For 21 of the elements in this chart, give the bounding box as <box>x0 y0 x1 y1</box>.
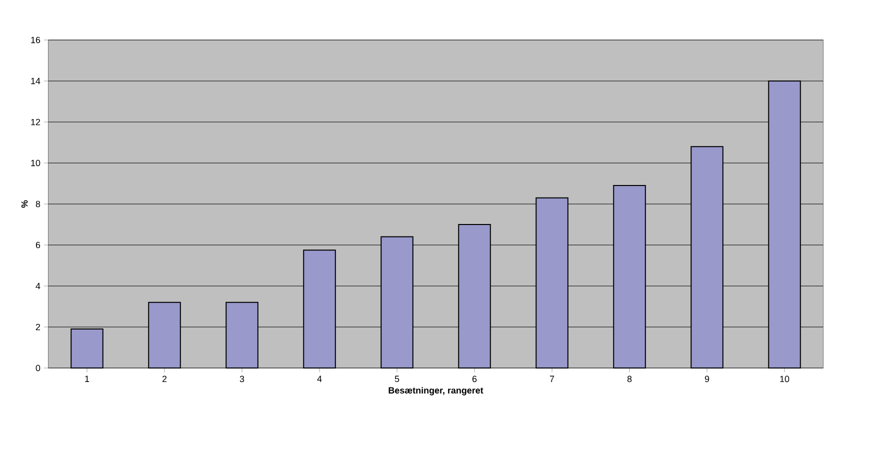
y-tick-label: 12 <box>31 118 40 126</box>
x-tick-label: 3 <box>240 376 244 382</box>
y-tick-label: 14 <box>31 78 40 84</box>
x-tick-label: 6 <box>472 376 477 382</box>
x-tick-label: 9 <box>704 376 710 382</box>
y-tick-label: 2 <box>36 324 40 330</box>
x-tick-label: 1 <box>85 376 90 382</box>
x-tick-label: 5 <box>394 376 400 382</box>
x-tick-label: 10 <box>780 376 790 382</box>
y-tick-label: 0 <box>36 364 40 372</box>
y-tick-label: 10 <box>31 160 40 166</box>
y-axis-title: % <box>21 200 28 208</box>
y-tick-label: 16 <box>31 36 40 44</box>
x-tick-label: 2 <box>162 376 167 382</box>
y-tick-label: 8 <box>36 200 40 208</box>
y-tick-label: 6 <box>36 242 40 248</box>
x-tick-label: 8 <box>627 376 632 382</box>
x-axis-title: Besætninger, rangeret <box>388 386 484 396</box>
x-tick-label: 4 <box>317 376 322 382</box>
y-tick-label: 4 <box>36 282 40 290</box>
x-tick-label: 7 <box>550 376 554 382</box>
